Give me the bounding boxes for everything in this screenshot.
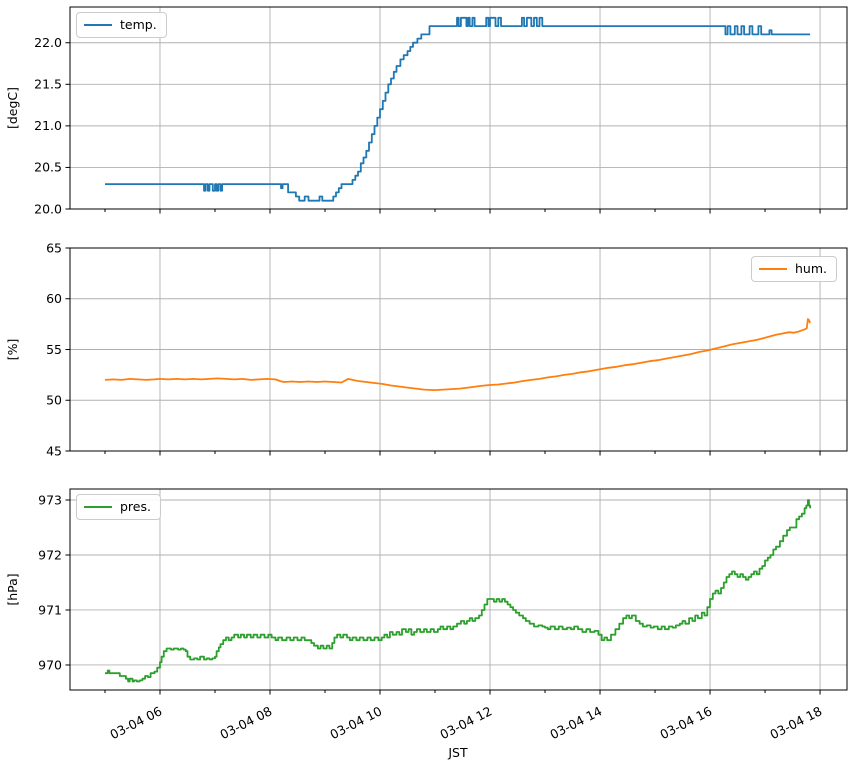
tick-marks [65,247,821,456]
x-tick-label: 03-04 16 [657,703,714,742]
legend-temp: temp. [76,12,167,38]
legend-pres-label: pres. [120,499,151,514]
y-tick-label: 971 [38,602,62,617]
y-axis-title: [hPa] [5,573,20,605]
y-tick-label: 973 [38,492,62,507]
y-axis-title: [degC] [5,87,20,129]
y-tick-label: 65 [46,240,62,255]
x-tick-label: 03-04 06 [107,703,164,742]
subplot-humidity: 45 50 55 60 65 [%] [5,240,848,458]
x-tick-label: 03-04 18 [767,703,824,742]
y-tick-label: 21.0 [34,118,62,133]
subplot-temperature: 20.0 20.5 21.0 21.5 22.0 [degC] [5,6,848,216]
x-tick-labels: 03-04 06 03-04 08 03-04 10 03-04 12 03-04 14… [107,703,824,742]
hum-line-swatch [759,267,787,270]
x-tick-label: 03-04 08 [217,703,274,742]
x-tick-label: 03-04 14 [547,703,604,742]
pres-line-swatch [84,505,112,508]
y-tick-label: 45 [46,443,62,458]
x-axis-title: JST [448,745,468,760]
y-tick-label: 21.5 [34,77,62,92]
legend-temp-label: temp. [120,17,157,32]
x-tick-label: 03-04 12 [437,703,494,742]
legend-hum: hum. [751,256,837,282]
temperature-line [105,16,811,202]
subplot-pressure: 970 971 972 973 [hPa] [5,488,848,695]
y-tick-label: 970 [38,657,62,672]
y-tick-label: 22.0 [34,35,62,50]
legend-pres: pres. [76,494,161,520]
x-tick-label: 03-04 10 [327,703,384,742]
humidity-line [104,318,811,391]
pressure-line [105,499,811,683]
y-tick-label: 20.0 [34,201,62,216]
y-tick-label: 55 [46,342,62,357]
grid [70,7,847,210]
y-axis-title: [%] [5,339,20,361]
axes-frame [69,488,848,691]
grid [70,489,847,690]
y-tick-label: 20.5 [34,160,62,175]
y-tick-label: 60 [46,291,62,306]
tick-marks [65,499,821,695]
legend-hum-label: hum. [795,261,827,276]
grid [70,247,847,452]
y-tick-label: 972 [38,547,62,562]
y-tick-label: 50 [46,393,62,408]
tick-marks [65,42,821,214]
temp-line-swatch [84,23,112,26]
axes-frame [69,6,848,210]
